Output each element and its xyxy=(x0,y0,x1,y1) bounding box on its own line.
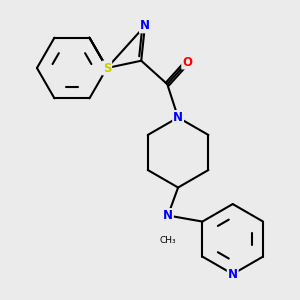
Text: N: N xyxy=(228,268,238,281)
Text: N: N xyxy=(163,209,173,222)
Text: O: O xyxy=(182,56,192,68)
Text: N: N xyxy=(140,20,150,32)
Text: S: S xyxy=(103,61,111,74)
Text: N: N xyxy=(173,111,183,124)
Text: CH₃: CH₃ xyxy=(160,236,176,245)
